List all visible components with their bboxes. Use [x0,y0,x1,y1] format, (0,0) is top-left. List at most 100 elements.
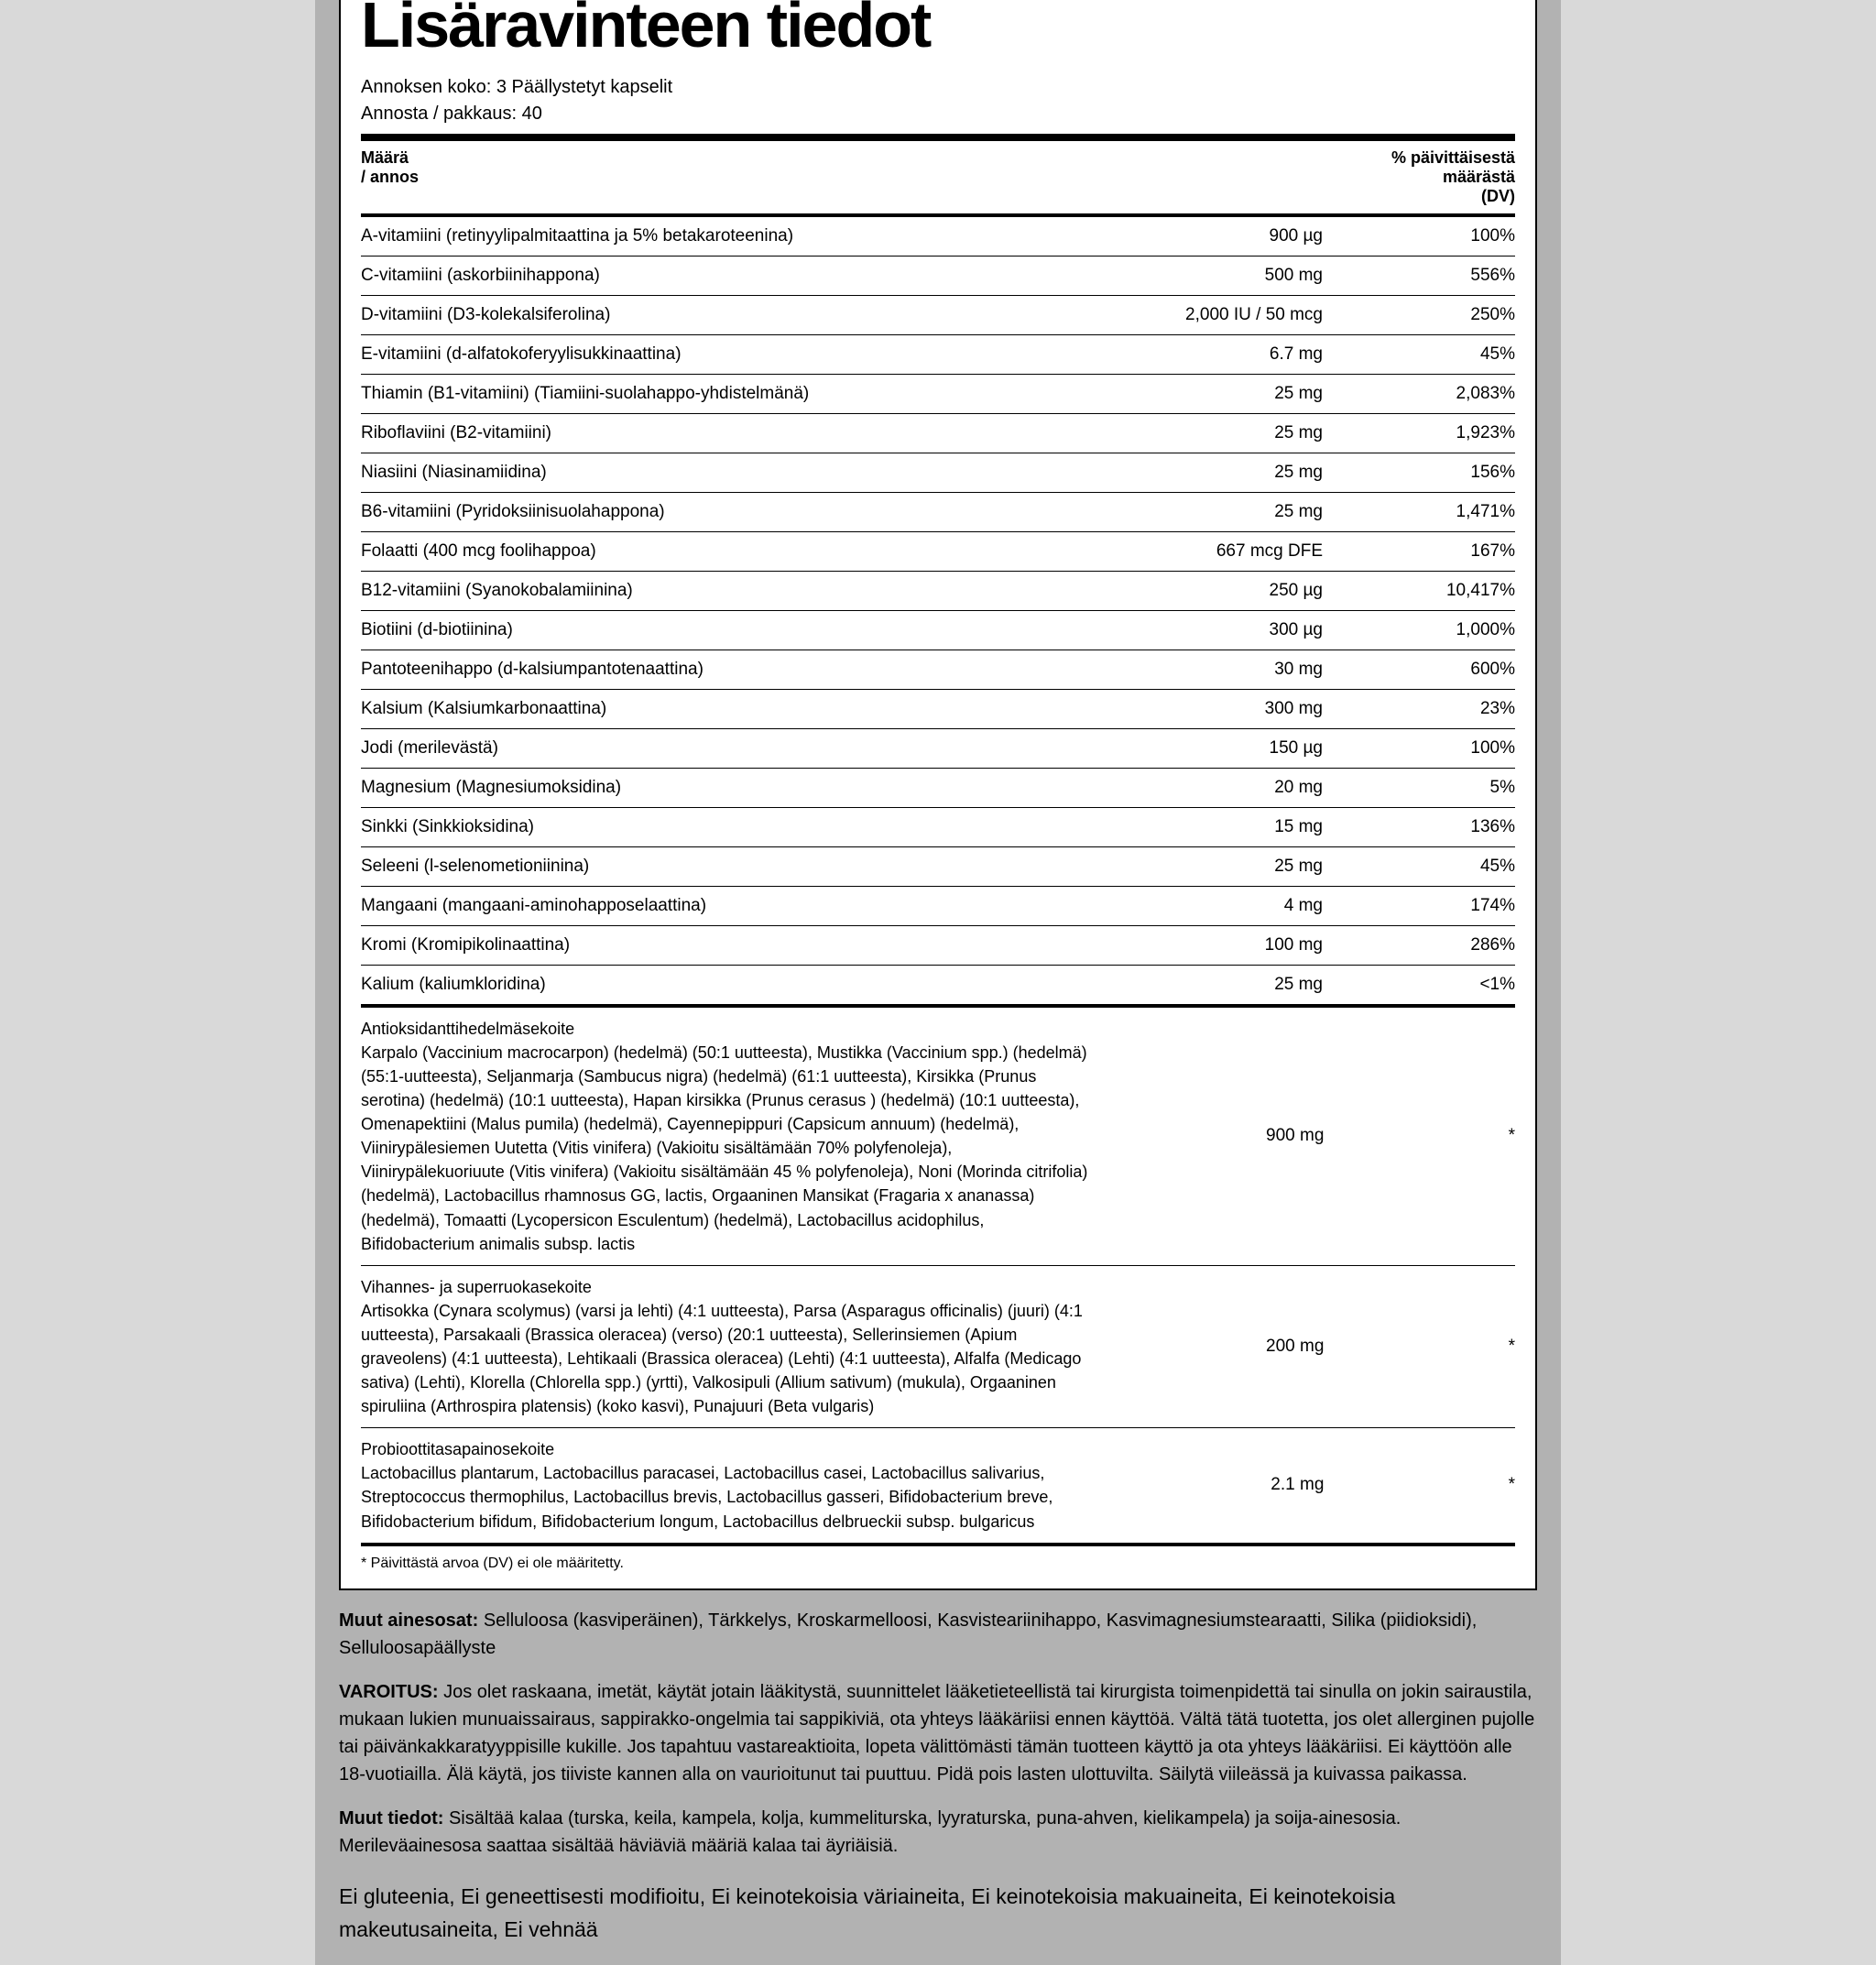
nutrient-amount: 4 mg [1085,896,1359,916]
nutrient-dv: 136% [1359,817,1515,837]
nutrient-amount: 150 µg [1085,738,1359,759]
divider [361,134,1515,141]
nutrient-dv: 156% [1359,463,1515,483]
nutrient-amount: 300 µg [1085,620,1359,640]
blend-dv: * [1360,1126,1515,1146]
nutrient-dv: 556% [1359,266,1515,286]
nutrient-name: Riboflaviini (B2-vitamiini) [361,423,1085,443]
nutrient-name: Jodi (merilevästä) [361,738,1085,759]
nutrient-dv: 10,417% [1359,581,1515,601]
nutrient-name: Mangaani (mangaani-aminohapposelaattina) [361,896,1085,916]
blend-row: AntioksidanttihedelmäsekoiteKarpalo (Vac… [361,1008,1515,1265]
head-amount-2: / annos [361,168,1085,187]
nutrient-name: Niasiini (Niasinamiidina) [361,463,1085,483]
nutrient-amount: 250 µg [1085,581,1359,601]
nutrient-dv: 23% [1359,699,1515,719]
other-info-label: Muut tiedot: [339,1808,443,1829]
nutrient-amount: 25 mg [1085,857,1359,877]
nutrient-row: Folaatti (400 mcg foolihappoa)667 mcg DF… [361,531,1515,571]
nutrient-name: Sinkki (Sinkkioksidina) [361,817,1085,837]
nutrient-row: Pantoteenihappo (d-kalsiumpantotenaattin… [361,650,1515,689]
nutrient-amount: 900 µg [1085,226,1359,246]
nutrient-amount: 15 mg [1085,817,1359,837]
nutrient-name: Kalsium (Kalsiumkarbonaattina) [361,699,1085,719]
other-info-text: Sisältää kalaa (turska, keila, kampela, … [339,1808,1401,1856]
nutrient-row: Jodi (merilevästä)150 µg100% [361,728,1515,768]
blend-amount: 200 mg [1088,1337,1361,1357]
nutrients-list: A-vitamiini (retinyylipalmitaattina ja 5… [361,217,1515,1004]
nutrient-name: E-vitamiini (d-alfatokoferyylisukkinaatt… [361,344,1085,365]
nutrient-row: D-vitamiini (D3-kolekalsiferolina)2,000 … [361,295,1515,334]
other-info: Muut tiedot: Sisältää kalaa (turska, kei… [339,1805,1537,1860]
nutrient-name: Kromi (Kromipikolinaattina) [361,935,1085,955]
nutrient-dv: 100% [1359,738,1515,759]
nutrient-dv: 1,000% [1359,620,1515,640]
head-dv-2: määrästä [1359,168,1515,187]
nutrient-row: B6-vitamiini (Pyridoksiinisuolahappona)2… [361,492,1515,531]
nutrient-row: Kalium (kaliumkloridina)25 mg<1% [361,965,1515,1004]
nutrient-row: Magnesium (Magnesiumoksidina)20 mg5% [361,768,1515,807]
nutrient-amount: 500 mg [1085,266,1359,286]
nutrient-amount: 30 mg [1085,660,1359,680]
blend-row: ProbioottitasapainosekoiteLactobacillus … [361,1427,1515,1542]
nutrient-amount: 667 mcg DFE [1085,541,1359,562]
nutrient-name: Seleeni (l-selenometioniinina) [361,857,1085,877]
other-ing-text: Selluloosa (kasviperäinen), Tärkkelys, K… [339,1610,1477,1658]
warning: VAROITUS: Jos olet raskaana, imetät, käy… [339,1678,1537,1788]
nutrient-row: B12-vitamiini (Syanokobalamiinina)250 µg… [361,571,1515,610]
nutrient-dv: 100% [1359,226,1515,246]
blend-dv: * [1360,1337,1515,1357]
blend-dv: * [1360,1475,1515,1495]
blend-amount: 2.1 mg [1088,1475,1361,1495]
nutrient-amount: 25 mg [1085,384,1359,404]
warning-label: VAROITUS: [339,1682,439,1702]
nutrient-row: E-vitamiini (d-alfatokoferyylisukkinaatt… [361,334,1515,374]
other-ingredients: Muut ainesosat: Selluloosa (kasviperäine… [339,1607,1537,1662]
nutrient-row: Kalsium (Kalsiumkarbonaattina)300 mg23% [361,689,1515,728]
nutrient-amount: 25 mg [1085,975,1359,995]
nutrient-amount: 300 mg [1085,699,1359,719]
dv-footnote: * Päivittästä arvoa (DV) ei ole määritet… [361,1546,1515,1576]
nutrient-amount: 2,000 IU / 50 mcg [1085,305,1359,325]
nutrient-name: Folaatti (400 mcg foolihappoa) [361,541,1085,562]
blend-name: Vihannes- ja superruokasekoite [361,1275,1088,1299]
nutrient-row: Biotiini (d-biotiinina)300 µg1,000% [361,610,1515,650]
nutrient-amount: 100 mg [1085,935,1359,955]
nutrient-name: B6-vitamiini (Pyridoksiinisuolahappona) [361,502,1085,522]
nutrient-dv: 1,471% [1359,502,1515,522]
facts-title: Lisäravinteen tiedot [361,0,1515,57]
nutrient-row: Sinkki (Sinkkioksidina)15 mg136% [361,807,1515,846]
header-row: Määrä / annos % päivittäisestä määrästä … [361,141,1515,213]
supplement-panel: Ohjeet: Aikuiset, 3 päällystettyä tablet… [315,0,1561,1965]
supplement-facts-box: Lisäravinteen tiedot Annoksen koko: 3 Pä… [339,0,1537,1590]
nutrient-dv: 5% [1359,778,1515,798]
blend-amount: 900 mg [1088,1126,1361,1146]
nutrient-dv: 1,923% [1359,423,1515,443]
nutrient-row: Mangaani (mangaani-aminohapposelaattina)… [361,886,1515,925]
nutrient-name: B12-vitamiini (Syanokobalamiinina) [361,581,1085,601]
blend-name: Probioottitasapainosekoite [361,1437,1088,1461]
nutrient-row: Riboflaviini (B2-vitamiini)25 mg1,923% [361,413,1515,453]
nutrient-amount: 25 mg [1085,423,1359,443]
nutrient-name: Kalium (kaliumkloridina) [361,975,1085,995]
nutrient-name: Magnesium (Magnesiumoksidina) [361,778,1085,798]
blend-name: Antioksidanttihedelmäsekoite [361,1017,1088,1041]
serving-size: Annoksen koko: 3 Päällystetyt kapselit [361,77,1515,98]
nutrient-name: Thiamin (B1-vitamiini) (Tiamiini-suolaha… [361,384,1085,404]
servings-per: Annosta / pakkaus: 40 [361,104,1515,125]
nutrient-dv: 2,083% [1359,384,1515,404]
head-dv-1: % päivittäisestä [1359,148,1515,168]
head-amount-1: Määrä [361,148,1085,168]
blend-desc: Karpalo (Vaccinium macrocarpon) (hedelmä… [361,1041,1088,1256]
head-dv-3: (DV) [1359,187,1515,206]
nutrient-row: A-vitamiini (retinyylipalmitaattina ja 5… [361,217,1515,256]
nutrient-row: Seleeni (l-selenometioniinina)25 mg45% [361,846,1515,886]
nutrient-name: Biotiini (d-biotiinina) [361,620,1085,640]
nutrient-dv: 45% [1359,857,1515,877]
nutrient-name: C-vitamiini (askorbiinihappona) [361,266,1085,286]
nutrient-dv: 600% [1359,660,1515,680]
nutrient-dv: 286% [1359,935,1515,955]
nutrient-dv: 174% [1359,896,1515,916]
claims: Ei gluteenia, Ei geneettisesti modifioit… [339,1880,1537,1948]
blend-desc: Artisokka (Cynara scolymus) (varsi ja le… [361,1299,1088,1418]
